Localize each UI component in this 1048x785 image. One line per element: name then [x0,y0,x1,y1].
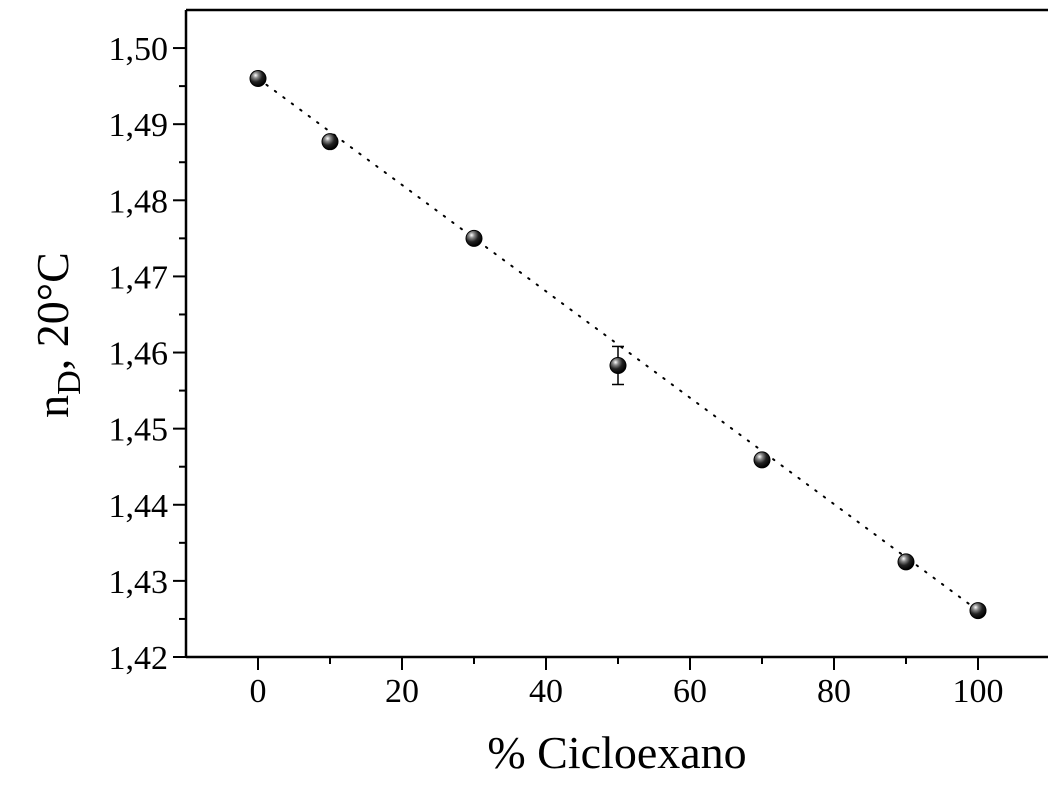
x-tick-label: 40 [529,673,563,710]
data-point [609,356,627,374]
y-tick-label: 1,46 [109,336,169,373]
y-tick-label: 1,49 [109,107,169,144]
y-axis-title: nD, 20°C [27,252,88,418]
x-axis-title: % Cicloexano [487,727,746,778]
y-tick-label: 1,45 [109,412,169,449]
y-tick-label: 1,50 [109,31,169,68]
y-tick-label: 1,42 [109,640,169,677]
data-point [969,602,987,620]
x-tick-label: 60 [673,673,707,710]
fit-line [257,77,979,612]
data-point [753,451,771,469]
axes [184,8,1048,659]
y-axis-title-suffix: , 20°C [27,252,78,370]
y-axis-ticks: 1,42 1,43 1,44 1,45 1,46 1,47 1,48 1,49 1,50 [109,31,186,677]
y-tick-label: 1,43 [109,564,169,601]
y-tick-label: 1,48 [109,183,169,220]
data-point [897,553,915,571]
y-axis-title-subscript: D [51,370,88,395]
data-points [249,70,987,620]
data-point [465,229,483,247]
y-axis-title-main: n [27,395,78,418]
x-axis-ticks: 0 20 40 60 80 100 [250,657,1004,710]
x-tick-label: 80 [817,673,851,710]
data-point [321,133,339,151]
x-tick-label: 100 [953,673,1004,710]
x-tick-label: 0 [250,673,267,710]
data-point [249,70,267,88]
fit-line-group [257,77,979,612]
y-tick-label: 1,44 [109,488,169,525]
y-tick-label: 1,47 [109,259,169,296]
x-tick-label: 20 [385,673,419,710]
